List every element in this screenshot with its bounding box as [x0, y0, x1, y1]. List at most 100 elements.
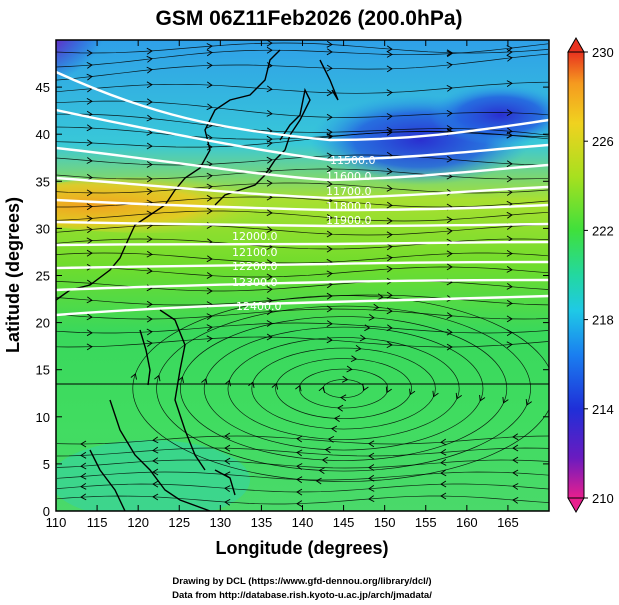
stream-arrow [146, 129, 153, 136]
streamline [56, 266, 549, 278]
stream-arrow [266, 273, 273, 281]
stream-arrow [502, 396, 509, 404]
stream-arrow [266, 40, 273, 47]
y-tick-label: 0 [43, 504, 50, 519]
stream-arrow [266, 140, 273, 147]
contour-label: 12200.0 [232, 260, 278, 273]
stream-arrow [432, 390, 439, 398]
stream-arrow [146, 235, 153, 243]
stream-arrow [506, 109, 513, 116]
stream-arrow [224, 498, 231, 506]
stream-arrow [146, 47, 153, 55]
colorbar-label: 226 [592, 134, 614, 149]
streamline [56, 238, 549, 250]
stream-arrow [224, 432, 231, 440]
stream-arrow [326, 320, 333, 327]
stream-arrow [359, 334, 366, 342]
stream-arrow [386, 167, 393, 175]
stream-arrow [326, 89, 333, 97]
streamline [56, 495, 549, 505]
y-tick-label: 35 [36, 174, 50, 189]
stream-arrow [506, 175, 513, 183]
stream-arrow [146, 340, 153, 347]
y-tick-label: 10 [36, 410, 50, 425]
stream-arrow [506, 160, 513, 168]
stream-arrow [440, 480, 447, 488]
x-axis: 110 115 120 125 130 135 140 145 150 155 160 165 [46, 40, 519, 530]
stream-arrow [86, 296, 93, 304]
stream-arrow [146, 300, 153, 308]
stream-arrow [386, 291, 393, 299]
contour-label: 12300.0 [232, 276, 278, 289]
stream-arrow [386, 45, 393, 53]
stream-arrow [341, 375, 349, 383]
credit-data: Data from http://database.rish.kyoto-u.a… [172, 590, 432, 601]
stream-arrow [506, 283, 513, 290]
x-tick-label: 120 [127, 515, 149, 530]
stream-arrow [201, 377, 208, 385]
streamline [56, 113, 549, 136]
stream-arrow [206, 335, 213, 343]
stream-arrow [440, 448, 447, 456]
gyre-streamline [322, 379, 365, 398]
stream-arrow [506, 211, 513, 219]
colorbar-label: 210 [592, 491, 614, 506]
stream-arrow [206, 183, 213, 191]
stream-arrow [368, 314, 375, 321]
stream-arrow [512, 456, 519, 464]
stream-arrow [362, 384, 369, 392]
stream-arrow [386, 231, 393, 239]
stream-arrow [206, 172, 213, 180]
stream-arrow [86, 249, 93, 257]
stream-arrow [86, 215, 93, 223]
stream-arrow [80, 472, 87, 480]
stream-arrow [86, 237, 93, 245]
stream-arrow [80, 440, 87, 448]
stream-arrow [326, 165, 333, 173]
stream-arrow [86, 49, 93, 57]
stream-arrow [337, 404, 344, 412]
streamline [56, 483, 549, 493]
stream-arrow [506, 48, 513, 56]
stream-arrow [146, 250, 153, 258]
stream-arrow [326, 180, 333, 188]
contour-label: 11900.0 [326, 214, 372, 227]
stream-arrow [266, 308, 273, 316]
stream-arrow [333, 415, 341, 422]
stream-arrow [377, 293, 384, 301]
stream-arrow [152, 493, 159, 501]
stream-arrow [177, 376, 184, 383]
stream-arrow [326, 305, 333, 313]
x-tick-label: 155 [415, 515, 437, 530]
contour-label: 11800.0 [326, 200, 372, 213]
stream-arrow [525, 399, 532, 406]
stream-arrow [266, 226, 273, 233]
stream-arrow [446, 250, 453, 258]
stream-arrow [440, 469, 447, 477]
stream-arrow [409, 388, 416, 396]
streamline [56, 252, 549, 264]
colorbar: 230 226 222 218 214 210 [567, 36, 614, 514]
stream-arrow [86, 139, 93, 147]
stream-arrow [146, 142, 153, 150]
stream-arrow [152, 468, 159, 476]
gyre-streamline [275, 358, 412, 419]
stream-arrow [86, 98, 93, 105]
stream-arrow [355, 344, 362, 352]
stream-arrow [506, 54, 513, 62]
stream-arrow [446, 312, 453, 319]
stream-arrow [506, 131, 513, 139]
stream-arrow [130, 373, 137, 380]
stream-arrow [330, 425, 338, 433]
streamline [56, 471, 549, 481]
stream-arrow [446, 84, 453, 92]
stream-arrow [86, 189, 93, 197]
stream-arrow [446, 50, 453, 58]
stream-arrow [146, 114, 153, 122]
x-tick-label: 125 [168, 515, 190, 530]
stream-arrow [446, 216, 453, 224]
stream-arrow [318, 467, 325, 474]
colorbar-scale [567, 51, 585, 499]
x-tick-label: 145 [333, 515, 355, 530]
stream-arrow [326, 230, 333, 238]
